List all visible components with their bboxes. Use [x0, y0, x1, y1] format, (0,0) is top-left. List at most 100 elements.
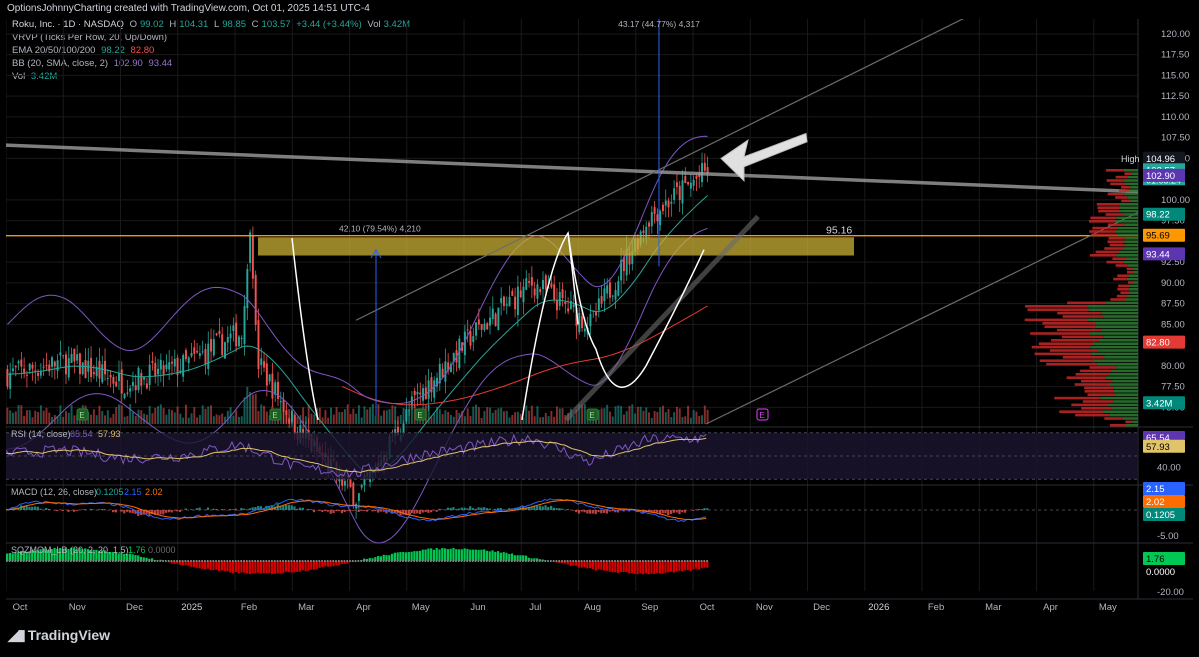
vrvp-down-bar	[1089, 254, 1117, 257]
sqzmom-dot	[165, 560, 167, 562]
macd-histogram-bar	[39, 508, 42, 510]
volume-bar	[410, 404, 413, 424]
bb-upper-label-bg	[1143, 168, 1185, 182]
vrvp-up-bar	[1115, 220, 1138, 223]
candle-body	[645, 226, 648, 238]
legend-symbol[interactable]: Roku, Inc. · 1D · NASDAQ	[12, 19, 124, 30]
macd-histogram-bar	[151, 510, 154, 515]
sqzmom-bar	[209, 561, 212, 571]
macd-histogram-bar	[25, 505, 28, 510]
sqzmom-dot	[245, 560, 248, 562]
volume-bar	[489, 407, 491, 424]
high-price-label-bg	[1143, 151, 1185, 165]
sqzmom-bar	[519, 555, 522, 561]
macd-histogram-bar	[402, 510, 405, 515]
sqzmom-bar	[513, 555, 516, 561]
ema-200-line	[342, 305, 708, 406]
candle-body	[232, 325, 235, 331]
sqzmom-dot	[379, 560, 382, 562]
volume-bar	[9, 410, 12, 424]
volume-bar	[17, 405, 20, 424]
vrvp-up-bar	[1098, 349, 1138, 352]
sqzmom-dot	[516, 560, 519, 562]
macd-signal-line	[6, 499, 707, 521]
legend-bb-row[interactable]: BB (20, SMA, close, 2) 102.90 93.44	[12, 58, 175, 69]
volume-bar	[11, 412, 14, 424]
macd-histogram-bar	[368, 509, 371, 510]
sqzmom-dot	[324, 560, 326, 562]
vrvp-up-bar	[1116, 366, 1138, 369]
macd-line	[6, 498, 707, 523]
support-zone-rectangle	[258, 237, 854, 256]
vrvp-up-bar	[1087, 305, 1138, 308]
macd-histogram-bar	[237, 510, 240, 511]
x-axis-tick-label: Nov	[756, 602, 773, 613]
candle-body	[53, 361, 56, 367]
vrvp-up-bar	[1124, 192, 1138, 196]
volume-bar	[23, 415, 26, 424]
macd-histogram-bar	[324, 510, 327, 511]
candle-body	[190, 352, 193, 357]
vrvp-up-bar	[1096, 362, 1138, 366]
sqzmom-bar	[72, 547, 76, 561]
sqzmom-bar	[435, 548, 438, 561]
candle-body	[115, 381, 118, 387]
vrvp-up-bar	[1133, 281, 1138, 284]
vrvp-up-bar	[1126, 277, 1138, 281]
vrvp-down-bar	[1081, 407, 1113, 410]
sqzmom-dot	[271, 560, 273, 562]
macd-histogram-bar	[176, 510, 179, 512]
sqzmom-dot	[368, 560, 371, 562]
x-axis-tick-label: Aug	[584, 602, 601, 613]
sqzmom-dot	[577, 560, 580, 562]
vrvp-up-bar	[1129, 189, 1138, 192]
sqzmom-dot	[148, 560, 150, 562]
candle-body	[62, 355, 65, 357]
vrvp-up-bar	[1127, 196, 1138, 199]
volume-bar	[528, 410, 531, 424]
macd-histogram-bar	[508, 508, 511, 510]
sqzmom-dot	[410, 560, 413, 562]
earnings-marker	[76, 408, 89, 421]
sqzmom-bar	[522, 555, 525, 561]
volume-bar	[31, 417, 34, 424]
sqzmom-dot	[123, 560, 125, 562]
sqzmom-dot	[491, 560, 494, 562]
x-axis-tick-label: Oct	[700, 602, 715, 613]
legend-ema-row[interactable]: EMA 20/50/100/200 98.22 82.80	[12, 45, 157, 56]
vrvp-down-bar	[1115, 196, 1128, 199]
price-chart-canvas[interactable]: 120.00117.50115.00112.50110.00107.50105.…	[6, 19, 1193, 617]
volume-bar	[363, 406, 366, 424]
candle-body	[583, 328, 586, 332]
legend-vol-row[interactable]: Vol 3.42M	[12, 71, 60, 82]
sqzmom-bar	[377, 556, 380, 561]
sqzmom-bar	[120, 552, 123, 561]
sqzmom-dot	[600, 560, 602, 562]
macd-histogram-bar	[466, 508, 469, 510]
volume-bar	[377, 404, 380, 424]
macd-histogram-bar	[229, 508, 232, 510]
sqzmom-dot	[363, 560, 365, 562]
macd-histogram-bar	[349, 510, 352, 512]
volume-bar	[349, 413, 352, 424]
volume-bar	[611, 416, 614, 424]
macd-histogram-bar	[667, 510, 670, 516]
volume-bar	[522, 417, 525, 424]
macd-histogram-bar	[363, 510, 366, 511]
vrvp-up-bar	[1100, 396, 1138, 400]
volume-bar	[542, 417, 544, 424]
legend-vrvp[interactable]: VRVP (Ticks Per Row, 20, Up/Down)	[12, 32, 168, 43]
sqzmom-dot	[117, 560, 120, 562]
macd-histogram-bar	[377, 510, 380, 513]
sqzmom-dot	[597, 560, 600, 562]
candle-body	[436, 377, 438, 387]
volume-bar	[553, 416, 556, 424]
candle-body	[514, 296, 517, 310]
candle-body	[34, 370, 37, 372]
candle-body	[419, 392, 422, 395]
volume-bar	[391, 405, 394, 424]
sqzmom-bar	[142, 557, 145, 561]
macd-histogram-bar	[296, 508, 299, 510]
candle-body	[168, 362, 171, 370]
sqzmom-dot	[315, 560, 318, 562]
